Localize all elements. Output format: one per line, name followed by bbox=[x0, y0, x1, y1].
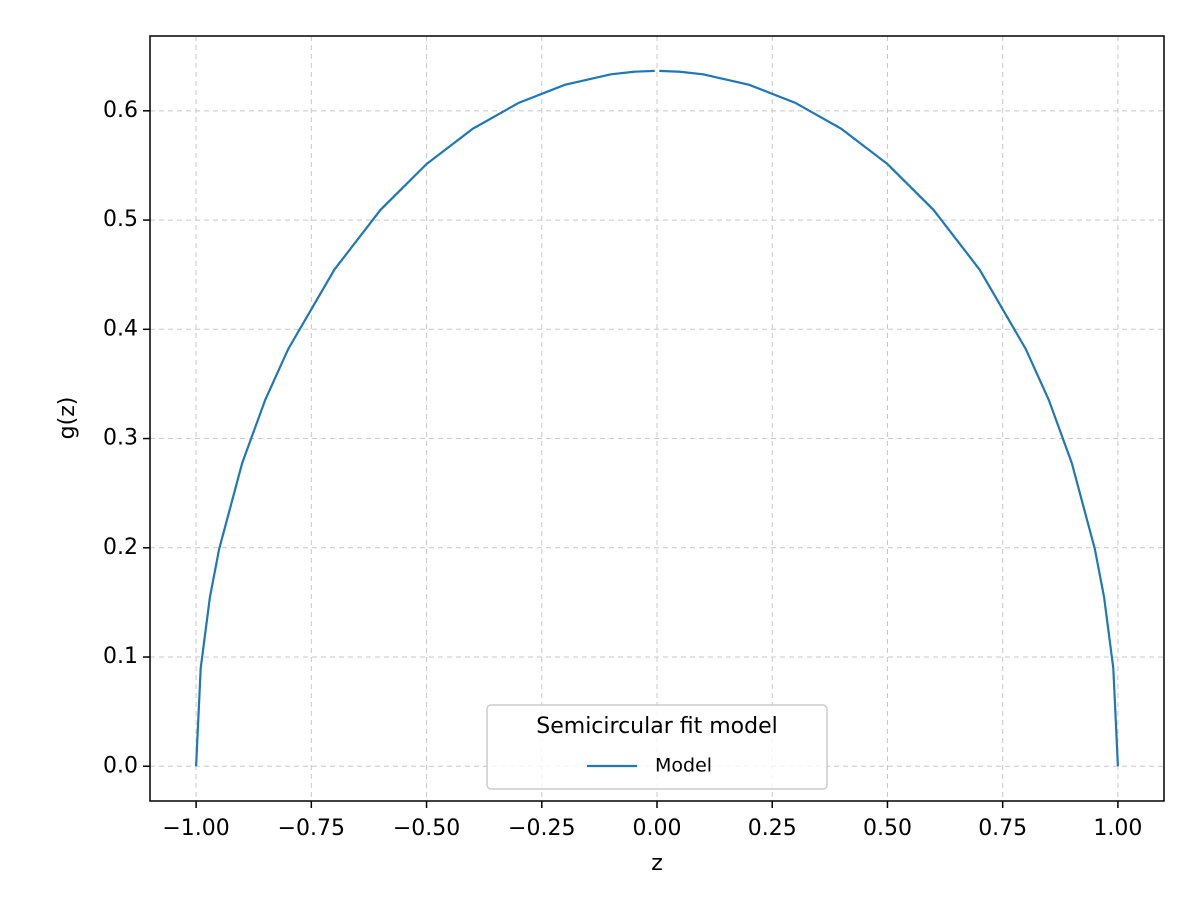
x-tick-label: 0.50 bbox=[863, 816, 912, 841]
y-tick-label: 0.1 bbox=[103, 644, 138, 669]
x-axis-label: z bbox=[651, 851, 663, 876]
x-tick-label: 0.25 bbox=[748, 816, 797, 841]
legend-box bbox=[486, 704, 828, 790]
y-tick-label: 0.2 bbox=[103, 535, 138, 560]
legend-title: Semicircular fit model bbox=[536, 714, 777, 739]
x-tick-label: −1.00 bbox=[162, 816, 229, 841]
y-tick-label: 0.6 bbox=[103, 98, 138, 123]
y-tick-label: 0.5 bbox=[103, 207, 138, 232]
x-tick-label: −0.25 bbox=[508, 816, 575, 841]
x-tick-label: 0.75 bbox=[978, 816, 1027, 841]
y-tick-label: 0.3 bbox=[103, 426, 138, 451]
x-tick-label: −0.50 bbox=[393, 816, 460, 841]
y-tick-label: 0.4 bbox=[103, 316, 138, 341]
x-tick-label: −0.75 bbox=[278, 816, 345, 841]
x-tick-label: 0.00 bbox=[633, 816, 682, 841]
legend-label: Model bbox=[655, 755, 712, 777]
x-tick-label: 1.00 bbox=[1093, 816, 1142, 841]
y-axis-label: g(z) bbox=[55, 397, 80, 440]
legend: Semicircular fit model Model bbox=[486, 704, 828, 790]
data-line bbox=[194, 69, 1120, 767]
y-tick-label: 0.0 bbox=[103, 753, 138, 778]
plot-frame bbox=[149, 35, 1165, 802]
